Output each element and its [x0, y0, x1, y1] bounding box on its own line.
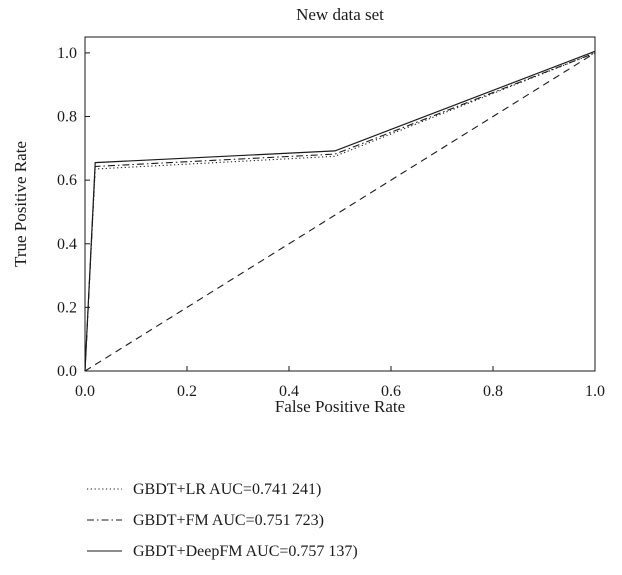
- legend-entry-label: GBDT+FM AUC=0.751 723): [133, 512, 324, 529]
- x-tick-label: 0.4: [279, 383, 299, 400]
- y-tick-label: 0.6: [57, 172, 77, 189]
- series-line-0: [84, 52, 596, 372]
- legend-entry-label: GBDT+DeepFM AUC=0.757 137): [133, 543, 358, 560]
- x-tick-label: 0.0: [75, 383, 95, 400]
- y-axis-label: True Positive Rate: [11, 141, 30, 267]
- y-tick-label: 0.2: [57, 299, 77, 316]
- x-axis-label: False Positive Rate: [275, 397, 405, 416]
- x-tick-label: 0.6: [381, 383, 401, 400]
- chart-title: New data set: [296, 5, 384, 24]
- series-line-2: [84, 50, 596, 372]
- legend: GBDT+LR AUC=0.741 241) GBDT+FM AUC=0.751 …: [87, 481, 358, 560]
- x-tick-label: 0.8: [483, 383, 503, 400]
- y-tick-label: 0.8: [57, 109, 77, 126]
- y-axis: 0.0 0.2 0.4 0.6 0.8 1.0: [57, 45, 90, 380]
- x-tick-label: 1.0: [585, 383, 605, 400]
- legend-entry-label: GBDT+LR AUC=0.741 241): [133, 481, 321, 498]
- x-tick-label: 0.2: [177, 383, 197, 400]
- y-tick-label: 0.0: [57, 363, 77, 380]
- chance-diagonal-line: [84, 52, 596, 372]
- x-axis: 0.0 0.2 0.4 0.6 0.8 1.0: [75, 366, 605, 400]
- plot-frame: [84, 36, 596, 372]
- y-tick-label: 0.4: [57, 236, 77, 253]
- plot-series: [84, 50, 596, 372]
- y-tick-label: 1.0: [57, 45, 77, 62]
